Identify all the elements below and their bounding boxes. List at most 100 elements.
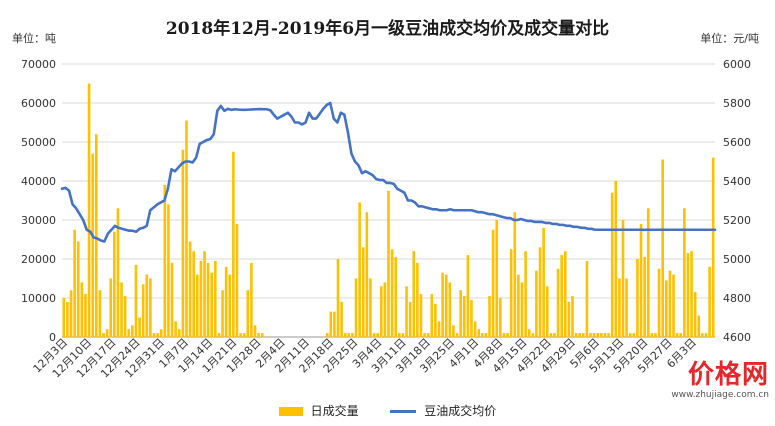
left-tick-label: 0: [49, 331, 56, 344]
volume-bar: [188, 241, 192, 337]
volume-bar: [242, 333, 246, 337]
volume-bar: [592, 333, 596, 337]
volume-bar: [372, 333, 376, 337]
right-axis-unit: 单位：元/吨: [700, 32, 759, 45]
volume-bar: [138, 317, 141, 337]
volume-bar: [113, 231, 116, 337]
volume-bar: [120, 282, 123, 337]
left-tick-label: 30000: [21, 214, 56, 227]
volume-bar: [697, 315, 701, 337]
watermark-url: www.zhujiage.com.cn: [671, 390, 769, 400]
volume-bar: [477, 329, 480, 337]
volume-bar: [412, 251, 416, 337]
volume-bar: [621, 220, 625, 337]
left-tick-label: 40000: [21, 175, 56, 188]
volume-bar: [224, 266, 228, 337]
watermark-logo: 价格网 www.zhujiage.com.cn: [651, 360, 769, 400]
volume-bar: [657, 268, 661, 337]
volume-bar: [646, 208, 650, 337]
volume-bar: [686, 253, 690, 337]
volume-bar: [618, 278, 621, 337]
volume-bar: [502, 333, 506, 337]
volume-bar: [419, 294, 423, 337]
volume-bar: [693, 292, 697, 337]
volume-bar: [170, 262, 174, 337]
volume-bar: [643, 257, 646, 337]
volume-bar: [585, 260, 589, 337]
legend-item-price: 豆油成交均价: [390, 402, 496, 419]
volume-bar: [596, 333, 600, 337]
volume-bar: [582, 333, 585, 337]
legend-swatch-bar: [278, 407, 303, 416]
volume-bar: [538, 247, 542, 337]
volume-bar: [325, 333, 329, 337]
legend-label-volume: 日成交量: [310, 404, 359, 418]
volume-bar: [195, 274, 199, 337]
volume-bar: [210, 272, 214, 337]
volume-bar: [376, 333, 379, 337]
volume-bar: [560, 255, 563, 337]
left-tick-label: 10000: [21, 292, 56, 305]
chart-title: 2018年12月-2019年6月一级豆油成交均价及成交量对比: [165, 19, 610, 39]
volume-bar: [105, 329, 109, 337]
volume-bar: [542, 227, 545, 337]
volume-bar: [610, 192, 614, 337]
volume-bar: [239, 333, 242, 337]
volume-bar: [452, 325, 455, 337]
volume-bar: [206, 262, 210, 337]
volume-bar: [600, 333, 603, 337]
volume-bar: [632, 333, 636, 337]
volume-bar: [690, 251, 693, 337]
volume-bar: [94, 134, 98, 337]
volume-bar: [481, 333, 484, 337]
chart-legend: 日成交量 豆油成交均价: [0, 402, 775, 419]
volume-bar: [434, 303, 437, 337]
volume-bar: [127, 329, 131, 337]
volume-bar: [495, 220, 499, 337]
volume-bar: [607, 333, 610, 337]
volume-bar: [351, 333, 354, 337]
volume-bar: [134, 264, 138, 337]
volume-bar: [62, 298, 66, 337]
volume-bar: [701, 333, 704, 337]
volume-bar: [354, 278, 358, 337]
volume-bar: [329, 311, 333, 337]
volume-bar: [473, 321, 477, 337]
volume-bar: [679, 333, 683, 337]
volume-bar: [358, 202, 361, 337]
left-tick-label: 20000: [21, 253, 56, 266]
volume-bar: [141, 284, 145, 337]
volume-bar: [545, 286, 549, 337]
volume-bar: [232, 151, 235, 337]
volume-bar: [527, 329, 531, 337]
volume-bar: [185, 120, 188, 337]
volume-bar: [66, 301, 69, 337]
volume-bar: [625, 278, 628, 337]
volume-bar: [437, 321, 441, 337]
volume-bar: [369, 278, 372, 337]
volume-bar: [159, 329, 163, 337]
volume-bar: [365, 212, 369, 337]
volume-bar: [567, 301, 571, 337]
volume-bar: [174, 321, 177, 337]
volume-bar: [423, 333, 426, 337]
volume-bar: [383, 282, 387, 337]
volume-bar: [379, 286, 383, 337]
volume-bar: [556, 268, 560, 337]
volume-bar: [387, 190, 390, 337]
volume-bar: [217, 333, 221, 337]
volume-bar: [455, 333, 459, 337]
volume-bar: [462, 296, 466, 337]
volume-bar: [665, 280, 668, 337]
volume-bar: [250, 262, 253, 337]
volume-bar: [333, 311, 336, 337]
volume-bar: [343, 333, 347, 337]
volume-bar: [76, 241, 80, 337]
volume-bar: [80, 282, 84, 337]
volume-bar: [87, 83, 91, 337]
volume-bar: [650, 333, 654, 337]
volume-bar: [203, 251, 206, 337]
volume-bar: [639, 223, 643, 337]
volume-bar: [84, 294, 87, 337]
